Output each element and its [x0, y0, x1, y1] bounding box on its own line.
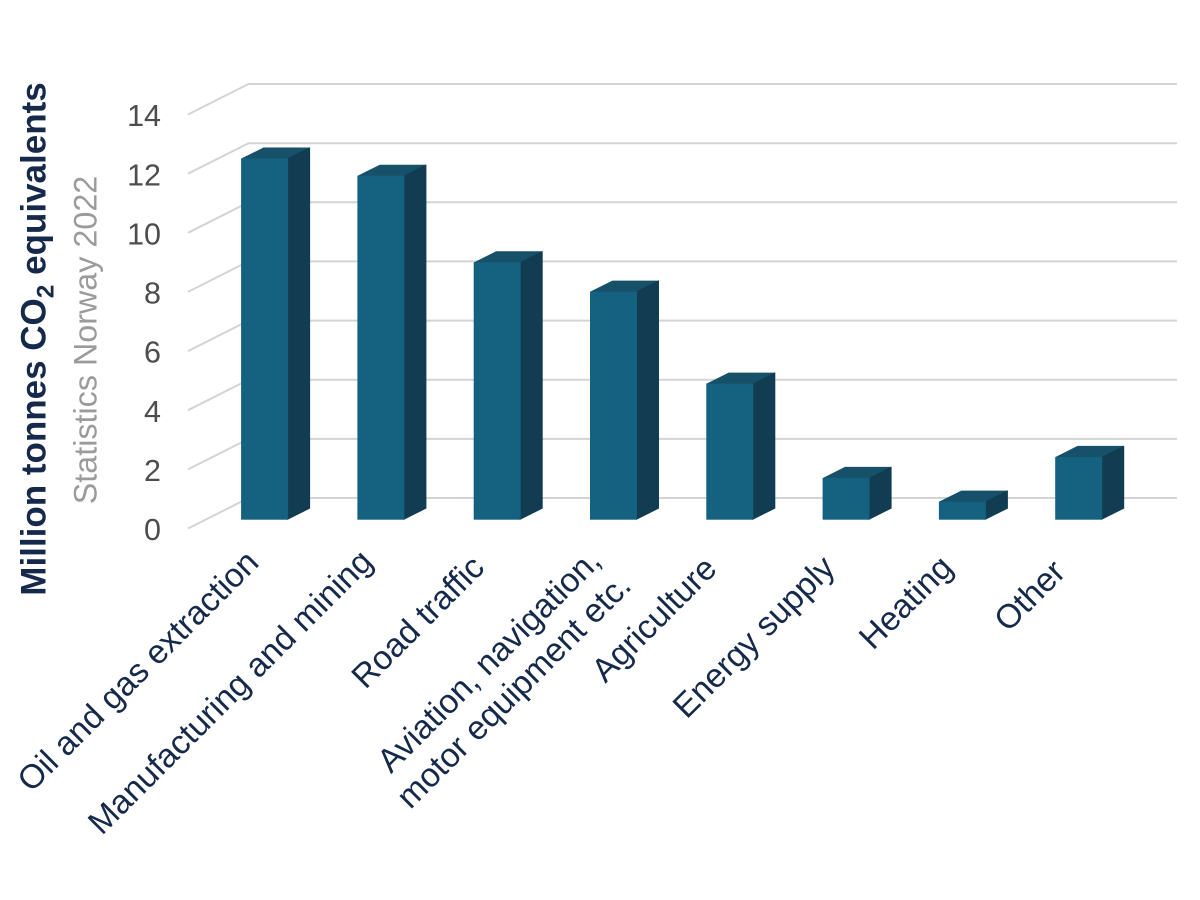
svg-text:Statistics Norway 2022: Statistics Norway 2022 [68, 176, 104, 505]
svg-text:6: 6 [144, 336, 161, 370]
svg-text:8: 8 [144, 277, 161, 311]
svg-text:10: 10 [127, 217, 161, 251]
svg-text:0: 0 [144, 513, 161, 547]
svg-text:14: 14 [127, 99, 161, 133]
svg-text:2: 2 [144, 454, 161, 488]
svg-text:4: 4 [144, 395, 161, 429]
svg-text:Million tonnes CO2 equivalents: Million tonnes CO2 equivalents [15, 82, 60, 595]
svg-text:12: 12 [127, 158, 161, 192]
